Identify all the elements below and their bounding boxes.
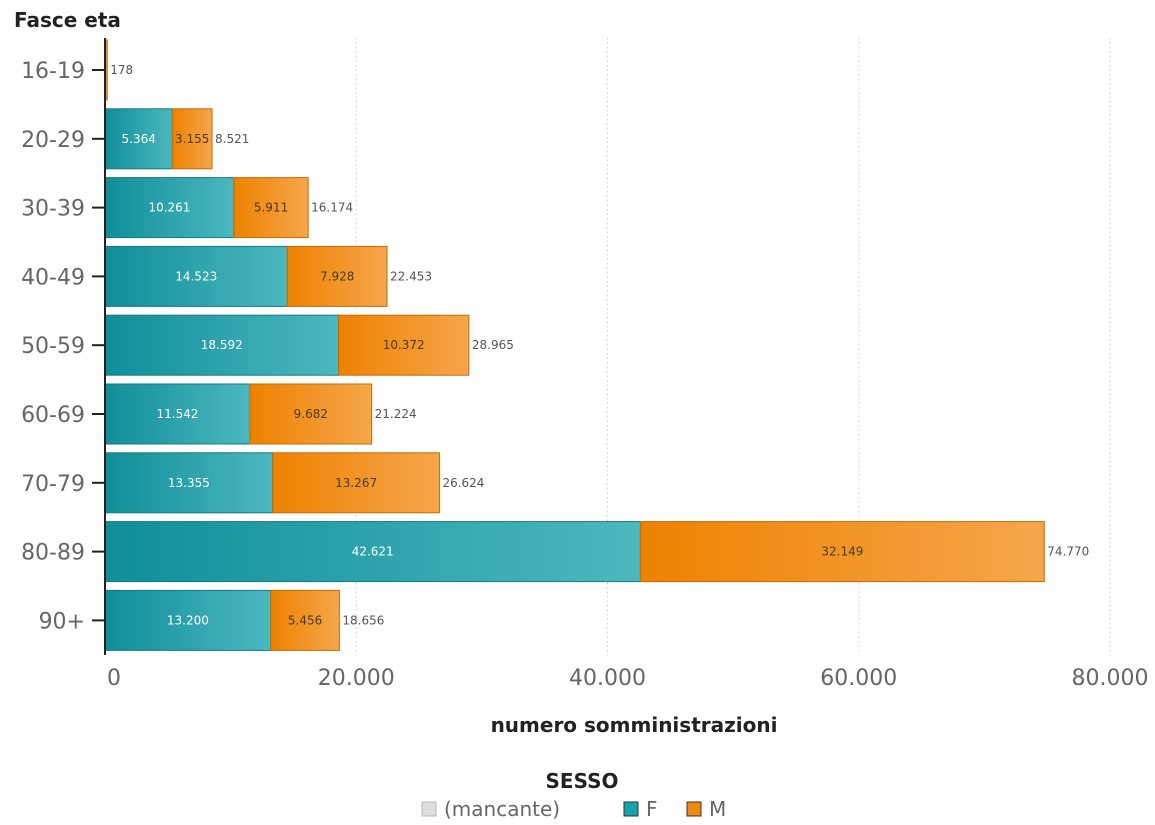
category-label: 20-29 (21, 128, 85, 153)
bar-value-label-m: 5.911 (254, 201, 288, 215)
bars (104, 39, 1045, 651)
bar-value-label-m: 5.456 (288, 613, 322, 627)
bar-total-label: 16.174 (311, 201, 353, 215)
bar-total-label: 178 (110, 63, 133, 77)
x-tick-label: 20.000 (318, 666, 395, 691)
bar-segment-m (270, 589, 340, 651)
bar-segment-m (233, 177, 309, 239)
x-tick-label: 80.000 (1072, 666, 1149, 691)
bar-total-label: 74.770 (1047, 545, 1089, 559)
category-label: 60-69 (21, 403, 85, 428)
legend-swatch (623, 801, 639, 817)
x-tick-label: 0 (107, 666, 121, 691)
category-label: 50-59 (21, 334, 85, 359)
x-axis-title: numero somministrazioni (491, 713, 778, 737)
x-tick-label: 60.000 (820, 666, 897, 691)
bar-value-label-f: 18.592 (201, 338, 243, 352)
category-label: 90+ (39, 609, 85, 634)
category-label: 30-39 (21, 197, 85, 222)
legend-label: F (646, 797, 658, 821)
bar-value-label-f: 42.621 (352, 545, 394, 559)
bar-segment-m (171, 108, 213, 170)
axes: 0 20.000 40.000 60.000 80.000 16-19 20-29 30-39… (21, 38, 1148, 691)
bar-segment-m (249, 383, 373, 445)
bar-segment-f (104, 452, 274, 514)
bar-value-label-f: 5.364 (122, 132, 156, 146)
bar-value-label-f: 11.542 (156, 407, 198, 421)
category-label: 16-19 (21, 59, 85, 84)
bar-value-label-m: 9.682 (294, 407, 328, 421)
bar-total-label: 21.224 (375, 407, 417, 421)
bar-value-label-m: 32.149 (821, 545, 863, 559)
bar-segment-m (286, 245, 388, 307)
bar-segment-f (104, 521, 641, 583)
legend-title: SESSO (546, 769, 619, 793)
bar-total-label: 18.656 (342, 613, 384, 627)
bar-value-label-m: 10.372 (383, 338, 425, 352)
bar-segment-f (104, 314, 340, 376)
bar-total-label: 28.965 (472, 338, 514, 352)
bar-total-label: 22.453 (390, 269, 432, 283)
bar-value-label-m: 3.155 (175, 132, 209, 146)
category-label: 70-79 (21, 472, 85, 497)
category-label: 40-49 (21, 265, 85, 290)
bar-segment-f (104, 108, 173, 170)
legend: SESSO (mancante) F M (421, 769, 726, 821)
bar-value-label-f: 10.261 (148, 201, 190, 215)
bar-total-label: 8.521 (215, 132, 249, 146)
legend-swatch (686, 801, 702, 817)
bar-segment-m (639, 521, 1045, 583)
bar-value-label-f: 13.200 (167, 613, 209, 627)
bar-value-label-m: 13.267 (335, 476, 377, 490)
legend-label: M (709, 797, 726, 821)
bar-segment-f (104, 245, 288, 307)
bar-value-label-m: 7.928 (320, 269, 354, 283)
bar-total-label: 26.624 (442, 476, 484, 490)
legend-swatch (421, 801, 437, 817)
bar-value-label-f: 13.355 (168, 476, 210, 490)
y-axis-title: Fasce eta (14, 8, 121, 32)
bar-segment-m (338, 314, 470, 376)
bar-segment-m (272, 452, 440, 514)
x-tick-label: 40.000 (569, 666, 646, 691)
bar-segment-f (104, 589, 272, 651)
value-labels: 178 5.364 3.155 8.521 10.261 5.911 16.174 14.52… (110, 63, 1089, 627)
category-label: 80-89 (21, 541, 85, 566)
bar-segment-f (104, 177, 235, 239)
legend-label: (mancante) (444, 797, 560, 821)
bar-value-label-f: 14.523 (175, 269, 217, 283)
